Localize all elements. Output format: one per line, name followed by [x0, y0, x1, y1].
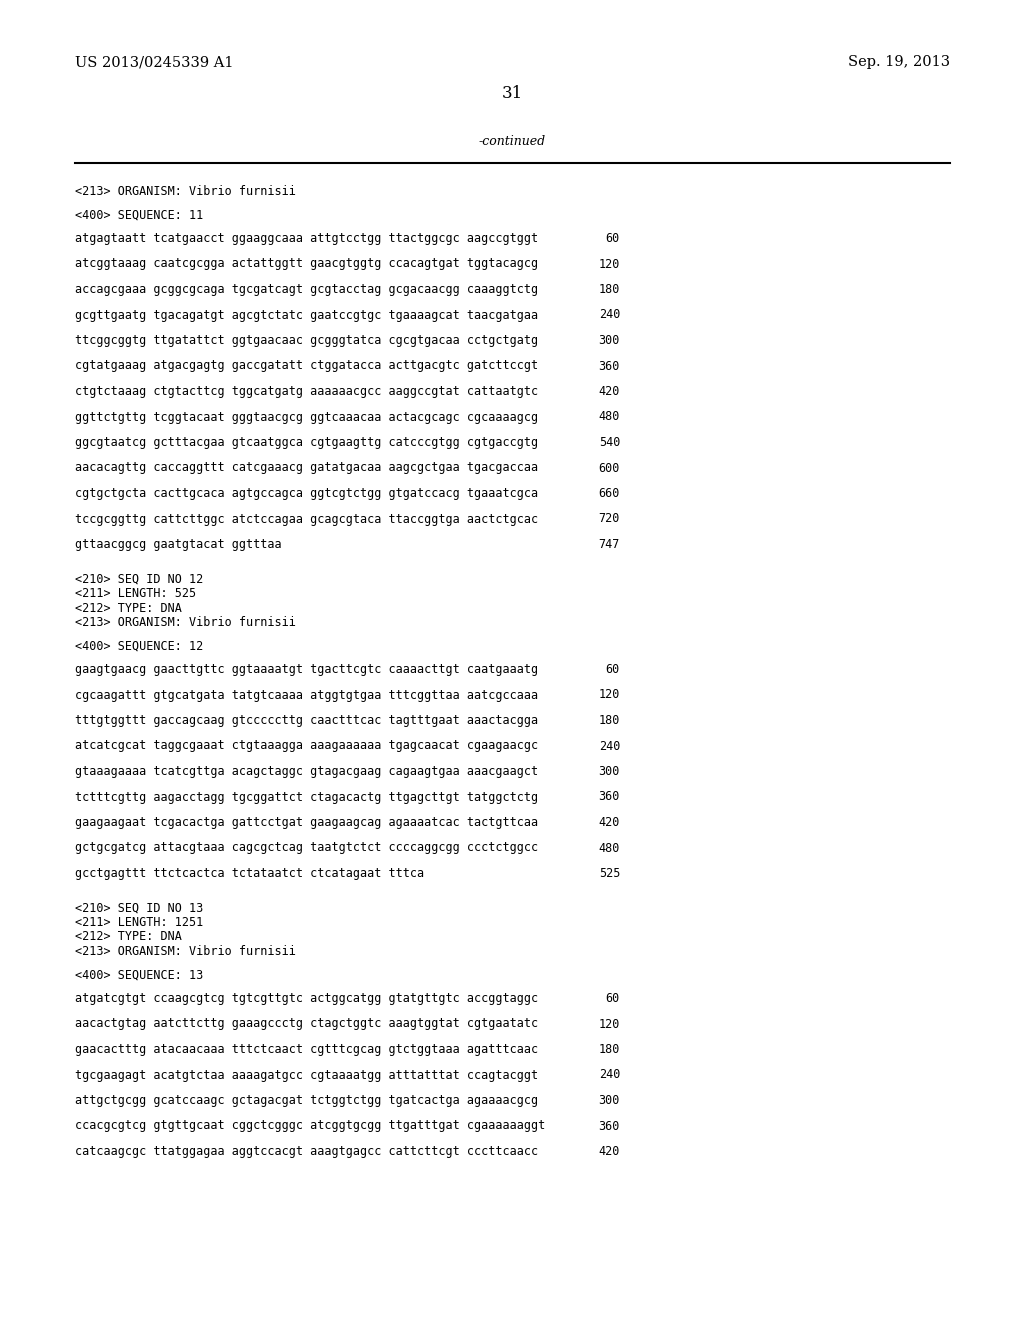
Text: tgcgaagagt acatgtctaa aaaagatgcc cgtaaaatgg atttatttat ccagtacggt: tgcgaagagt acatgtctaa aaaagatgcc cgtaaaa… — [75, 1068, 539, 1081]
Text: <213> ORGANISM: Vibrio furnisii: <213> ORGANISM: Vibrio furnisii — [75, 616, 296, 630]
Text: aacacagttg caccaggttt catcgaaacg gatatgacaa aagcgctgaa tgacgaccaa: aacacagttg caccaggttt catcgaaacg gatatga… — [75, 462, 539, 474]
Text: gcctgagttt ttctcactca tctataatct ctcatagaat tttca: gcctgagttt ttctcactca tctataatct ctcatag… — [75, 867, 424, 880]
Text: <213> ORGANISM: Vibrio furnisii: <213> ORGANISM: Vibrio furnisii — [75, 945, 296, 958]
Text: <400> SEQUENCE: 12: <400> SEQUENCE: 12 — [75, 639, 203, 652]
Text: tccgcggttg cattcttggc atctccagaa gcagcgtaca ttaccggtga aactctgcac: tccgcggttg cattcttggc atctccagaa gcagcgt… — [75, 512, 539, 525]
Text: atgagtaatt tcatgaacct ggaaggcaaa attgtcctgg ttactggcgc aagccgtggt: atgagtaatt tcatgaacct ggaaggcaaa attgtcc… — [75, 232, 539, 246]
Text: accagcgaaa gcggcgcaga tgcgatcagt gcgtacctag gcgacaacgg caaaggtctg: accagcgaaa gcggcgcaga tgcgatcagt gcgtacc… — [75, 282, 539, 296]
Text: 120: 120 — [599, 1018, 620, 1031]
Text: 60: 60 — [606, 663, 620, 676]
Text: <210> SEQ ID NO 13: <210> SEQ ID NO 13 — [75, 902, 203, 915]
Text: gaacactttg atacaacaaa tttctcaact cgtttcgcag gtctggtaaa agatttcaac: gaacactttg atacaacaaa tttctcaact cgtttcg… — [75, 1043, 539, 1056]
Text: gctgcgatcg attacgtaaa cagcgctcag taatgtctct ccccaggcgg ccctctggcc: gctgcgatcg attacgtaaa cagcgctcag taatgtc… — [75, 842, 539, 854]
Text: 31: 31 — [502, 84, 522, 102]
Text: attgctgcgg gcatccaagc gctagacgat tctggtctgg tgatcactga agaaaacgcg: attgctgcgg gcatccaagc gctagacgat tctggtc… — [75, 1094, 539, 1107]
Text: 180: 180 — [599, 1043, 620, 1056]
Text: 240: 240 — [599, 309, 620, 322]
Text: 240: 240 — [599, 1068, 620, 1081]
Text: gttaacggcg gaatgtacat ggtttaa: gttaacggcg gaatgtacat ggtttaa — [75, 539, 282, 550]
Text: ggcgtaatcg gctttacgaa gtcaatggca cgtgaagttg catcccgtgg cgtgaccgtg: ggcgtaatcg gctttacgaa gtcaatggca cgtgaag… — [75, 436, 539, 449]
Text: gtaaagaaaa tcatcgttga acagctaggc gtagacgaag cagaagtgaa aaacgaagct: gtaaagaaaa tcatcgttga acagctaggc gtagacg… — [75, 766, 539, 777]
Text: 480: 480 — [599, 842, 620, 854]
Text: cgcaagattt gtgcatgata tatgtcaaaa atggtgtgaa tttcggttaa aatcgccaaa: cgcaagattt gtgcatgata tatgtcaaaa atggtgt… — [75, 689, 539, 701]
Text: 60: 60 — [606, 232, 620, 246]
Text: atcggtaaag caatcgcgga actattggtt gaacgtggtg ccacagtgat tggtacagcg: atcggtaaag caatcgcgga actattggtt gaacgtg… — [75, 257, 539, 271]
Text: 420: 420 — [599, 1144, 620, 1158]
Text: cgtgctgcta cacttgcaca agtgccagca ggtcgtctgg gtgatccacg tgaaatcgca: cgtgctgcta cacttgcaca agtgccagca ggtcgtc… — [75, 487, 539, 500]
Text: Sep. 19, 2013: Sep. 19, 2013 — [848, 55, 950, 69]
Text: 300: 300 — [599, 1094, 620, 1107]
Text: 240: 240 — [599, 739, 620, 752]
Text: tttgtggttt gaccagcaag gtcccccttg caactttcac tagtttgaat aaactacgga: tttgtggttt gaccagcaag gtcccccttg caacttt… — [75, 714, 539, 727]
Text: <212> TYPE: DNA: <212> TYPE: DNA — [75, 602, 182, 615]
Text: aacactgtag aatcttcttg gaaagccctg ctagctggtc aaagtggtat cgtgaatatc: aacactgtag aatcttcttg gaaagccctg ctagctg… — [75, 1018, 539, 1031]
Text: <400> SEQUENCE: 13: <400> SEQUENCE: 13 — [75, 969, 203, 982]
Text: 120: 120 — [599, 257, 620, 271]
Text: 540: 540 — [599, 436, 620, 449]
Text: 360: 360 — [599, 791, 620, 804]
Text: 180: 180 — [599, 282, 620, 296]
Text: 60: 60 — [606, 993, 620, 1005]
Text: 120: 120 — [599, 689, 620, 701]
Text: atgatcgtgt ccaagcgtcg tgtcgttgtc actggcatgg gtatgttgtc accggtaggc: atgatcgtgt ccaagcgtcg tgtcgttgtc actggca… — [75, 993, 539, 1005]
Text: <400> SEQUENCE: 11: <400> SEQUENCE: 11 — [75, 209, 203, 222]
Text: <210> SEQ ID NO 12: <210> SEQ ID NO 12 — [75, 573, 203, 586]
Text: gaagaagaat tcgacactga gattcctgat gaagaagcag agaaaatcac tactgttcaa: gaagaagaat tcgacactga gattcctgat gaagaag… — [75, 816, 539, 829]
Text: 180: 180 — [599, 714, 620, 727]
Text: <212> TYPE: DNA: <212> TYPE: DNA — [75, 931, 182, 944]
Text: 300: 300 — [599, 766, 620, 777]
Text: 360: 360 — [599, 359, 620, 372]
Text: catcaagcgc ttatggagaa aggtccacgt aaagtgagcc cattcttcgt cccttcaacc: catcaagcgc ttatggagaa aggtccacgt aaagtga… — [75, 1144, 539, 1158]
Text: ggttctgttg tcggtacaat gggtaacgcg ggtcaaacaa actacgcagc cgcaaaagcg: ggttctgttg tcggtacaat gggtaacgcg ggtcaaa… — [75, 411, 539, 424]
Text: tctttcgttg aagacctagg tgcggattct ctagacactg ttgagcttgt tatggctctg: tctttcgttg aagacctagg tgcggattct ctagaca… — [75, 791, 539, 804]
Text: 420: 420 — [599, 816, 620, 829]
Text: cgtatgaaag atgacgagtg gaccgatatt ctggatacca acttgacgtc gatcttccgt: cgtatgaaag atgacgagtg gaccgatatt ctggata… — [75, 359, 539, 372]
Text: 420: 420 — [599, 385, 620, 399]
Text: -continued: -continued — [478, 135, 546, 148]
Text: 660: 660 — [599, 487, 620, 500]
Text: 300: 300 — [599, 334, 620, 347]
Text: ctgtctaaag ctgtacttcg tggcatgatg aaaaaacgcc aaggccgtat cattaatgtc: ctgtctaaag ctgtacttcg tggcatgatg aaaaaac… — [75, 385, 539, 399]
Text: ttcggcggtg ttgatattct ggtgaacaac gcgggtatca cgcgtgacaa cctgctgatg: ttcggcggtg ttgatattct ggtgaacaac gcgggta… — [75, 334, 539, 347]
Text: 747: 747 — [599, 539, 620, 550]
Text: 525: 525 — [599, 867, 620, 880]
Text: 480: 480 — [599, 411, 620, 424]
Text: <211> LENGTH: 1251: <211> LENGTH: 1251 — [75, 916, 203, 929]
Text: 600: 600 — [599, 462, 620, 474]
Text: ccacgcgtcg gtgttgcaat cggctcgggc atcggtgcgg ttgatttgat cgaaaaaaggt: ccacgcgtcg gtgttgcaat cggctcgggc atcggtg… — [75, 1119, 545, 1133]
Text: <213> ORGANISM: Vibrio furnisii: <213> ORGANISM: Vibrio furnisii — [75, 185, 296, 198]
Text: <211> LENGTH: 525: <211> LENGTH: 525 — [75, 587, 197, 601]
Text: atcatcgcat taggcgaaat ctgtaaagga aaagaaaaaa tgagcaacat cgaagaacgc: atcatcgcat taggcgaaat ctgtaaagga aaagaaa… — [75, 739, 539, 752]
Text: 360: 360 — [599, 1119, 620, 1133]
Text: US 2013/0245339 A1: US 2013/0245339 A1 — [75, 55, 233, 69]
Text: gcgttgaatg tgacagatgt agcgtctatc gaatccgtgc tgaaaagcat taacgatgaa: gcgttgaatg tgacagatgt agcgtctatc gaatccg… — [75, 309, 539, 322]
Text: gaagtgaacg gaacttgttc ggtaaaatgt tgacttcgtc caaaacttgt caatgaaatg: gaagtgaacg gaacttgttc ggtaaaatgt tgacttc… — [75, 663, 539, 676]
Text: 720: 720 — [599, 512, 620, 525]
